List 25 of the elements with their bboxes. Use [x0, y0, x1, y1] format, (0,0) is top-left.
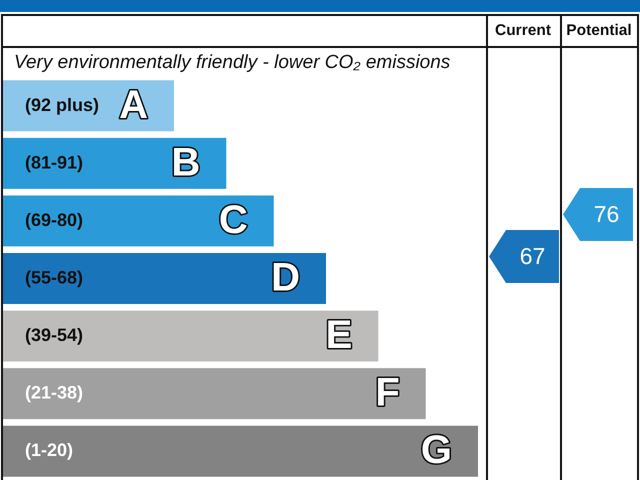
annotation: (21-38) [25, 382, 84, 403]
annotation: (92 plus) [25, 94, 100, 115]
annotation: (55-68) [25, 267, 84, 288]
bar [3, 253, 326, 304]
text: Current [495, 22, 551, 40]
bar [3, 426, 478, 477]
annotation: (1-20) [25, 440, 74, 460]
bar [3, 138, 226, 189]
y-tick-label: A [119, 82, 148, 127]
y-tick-label: B [171, 140, 200, 184]
y-tick-label: G [420, 428, 452, 472]
y-tick-label: D [271, 256, 300, 300]
bar [3, 195, 274, 246]
annotation: (69-80) [25, 210, 84, 230]
annotation: (81-91) [25, 152, 84, 172]
text: 67 [520, 243, 546, 270]
text: 76 [594, 201, 620, 228]
y-tick-label: E [326, 313, 352, 358]
annotation: (39-54) [25, 325, 84, 346]
y-tick-label: F [375, 370, 400, 415]
bar [3, 310, 378, 362]
chart-subtitle: Very environmentally friendly - lower CO₂ emissions [14, 52, 450, 73]
text: Potential [566, 22, 632, 40]
y-tick-label: C [218, 198, 248, 242]
bar [3, 368, 426, 420]
